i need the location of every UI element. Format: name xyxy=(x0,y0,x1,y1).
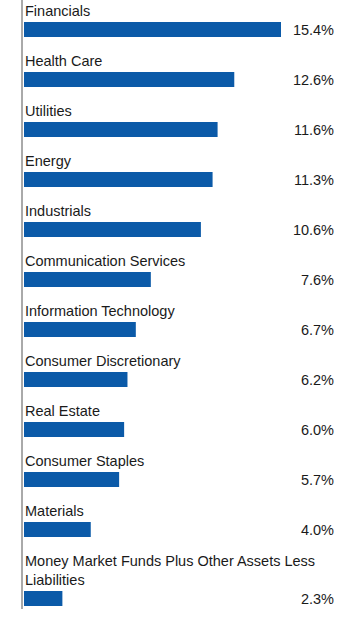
bar xyxy=(24,222,201,237)
category-label: Materials xyxy=(25,503,84,519)
bar xyxy=(24,422,124,437)
data-label: 10.6% xyxy=(293,222,334,238)
category-label: Communication Services xyxy=(25,253,185,269)
data-label: 11.6% xyxy=(294,122,334,138)
bar xyxy=(24,472,119,487)
chart: Financials Health Care Utilities Energy Indu… xyxy=(0,0,360,617)
data-label: 11.3% xyxy=(294,172,334,188)
bar xyxy=(24,172,213,187)
category-label: Utilities xyxy=(25,103,72,119)
data-label: 6.2% xyxy=(301,372,334,388)
category-label: Real Estate xyxy=(25,403,100,419)
bar xyxy=(24,272,151,287)
data-label: 5.7% xyxy=(301,472,334,488)
axis-line xyxy=(22,0,23,609)
category-label: Consumer Discretionary xyxy=(25,353,181,369)
data-label: 7.6% xyxy=(301,272,334,288)
bar xyxy=(24,72,234,87)
bar xyxy=(24,122,218,137)
labels: Financials Health Care Utilities Energy Indu… xyxy=(25,3,334,607)
data-label: 6.0% xyxy=(301,422,334,438)
category-label: Financials xyxy=(25,3,90,19)
category-label: Industrials xyxy=(25,203,91,219)
bar xyxy=(24,322,136,337)
data-label: 2.3% xyxy=(301,591,334,607)
bars xyxy=(24,22,281,606)
category-label: Energy xyxy=(25,153,72,169)
bar xyxy=(24,522,91,537)
data-label: 6.7% xyxy=(301,322,334,338)
category-label: Consumer Staples xyxy=(25,453,144,469)
category-label: Money Market Funds Plus Other Assets Les… xyxy=(25,553,315,588)
category-label: Health Care xyxy=(25,53,102,69)
category-label: Information Technology xyxy=(25,303,175,319)
bar xyxy=(24,372,127,387)
bar xyxy=(24,22,281,37)
data-label: 4.0% xyxy=(301,522,334,538)
data-label: 12.6% xyxy=(293,72,334,88)
bar xyxy=(24,591,62,606)
data-label: 15.4% xyxy=(293,22,334,38)
